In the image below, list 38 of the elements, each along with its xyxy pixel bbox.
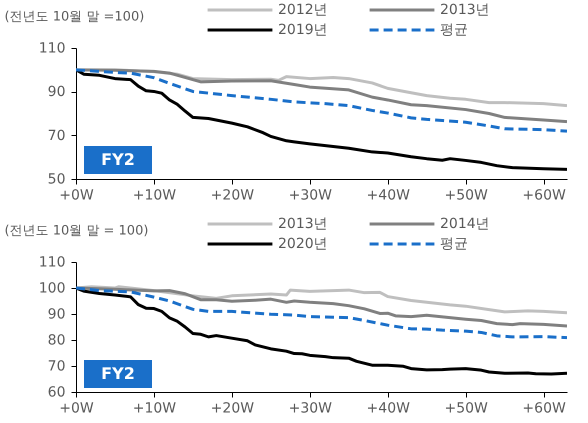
x-tick-label: +20W [210, 188, 254, 204]
y-tick-label: 50 [48, 172, 66, 188]
y-tick-label: 110 [38, 40, 66, 56]
x-tick-label: +40W [366, 400, 410, 416]
y-axis-title: (전년도 10월 말 =100) [4, 10, 144, 24]
y-tick-label: 100 [38, 280, 66, 296]
y-tick-label: 60 [48, 384, 66, 400]
y-tick-label: 90 [48, 84, 66, 100]
legend-label: 2013년 [278, 216, 328, 232]
annotation: FY2 [84, 146, 152, 174]
legend-label: 2019년 [278, 22, 328, 38]
y-axis-title: (전년도 10월 말 = 100) [4, 224, 148, 238]
line-series [76, 286, 567, 328]
x-tick-label: +30W [288, 400, 332, 416]
x-tick-label: +60W [522, 400, 566, 416]
annotation: FY2 [84, 360, 152, 388]
x-tick-label: +40W [366, 188, 410, 204]
x-tick-label: +10W [132, 400, 176, 416]
y-tick-label: 70 [48, 358, 66, 374]
x-tick-label: +50W [444, 400, 488, 416]
x-tick-label: +20W [210, 400, 254, 416]
x-tick-label: +50W [444, 188, 488, 204]
legend-label: 2014년 [440, 216, 490, 232]
legend-label: 2013년 [440, 2, 490, 18]
x-tick-label: +30W [288, 188, 332, 204]
legend-label: 2020년 [278, 236, 328, 252]
x-tick-label: +10W [132, 188, 176, 204]
x-tick-label: +60W [522, 188, 566, 204]
y-tick-label: 70 [48, 128, 66, 144]
legend-label: 2012년 [278, 2, 328, 18]
line-series [76, 286, 567, 340]
y-tick-label: 80 [48, 332, 66, 348]
legend-label: 평균 [440, 22, 468, 38]
x-tick-label: +0W [59, 400, 94, 416]
y-tick-label: 110 [38, 254, 66, 270]
y-tick-label: 90 [48, 306, 66, 322]
x-tick-label: +0W [59, 188, 94, 204]
legend-label: 평균 [440, 236, 468, 252]
